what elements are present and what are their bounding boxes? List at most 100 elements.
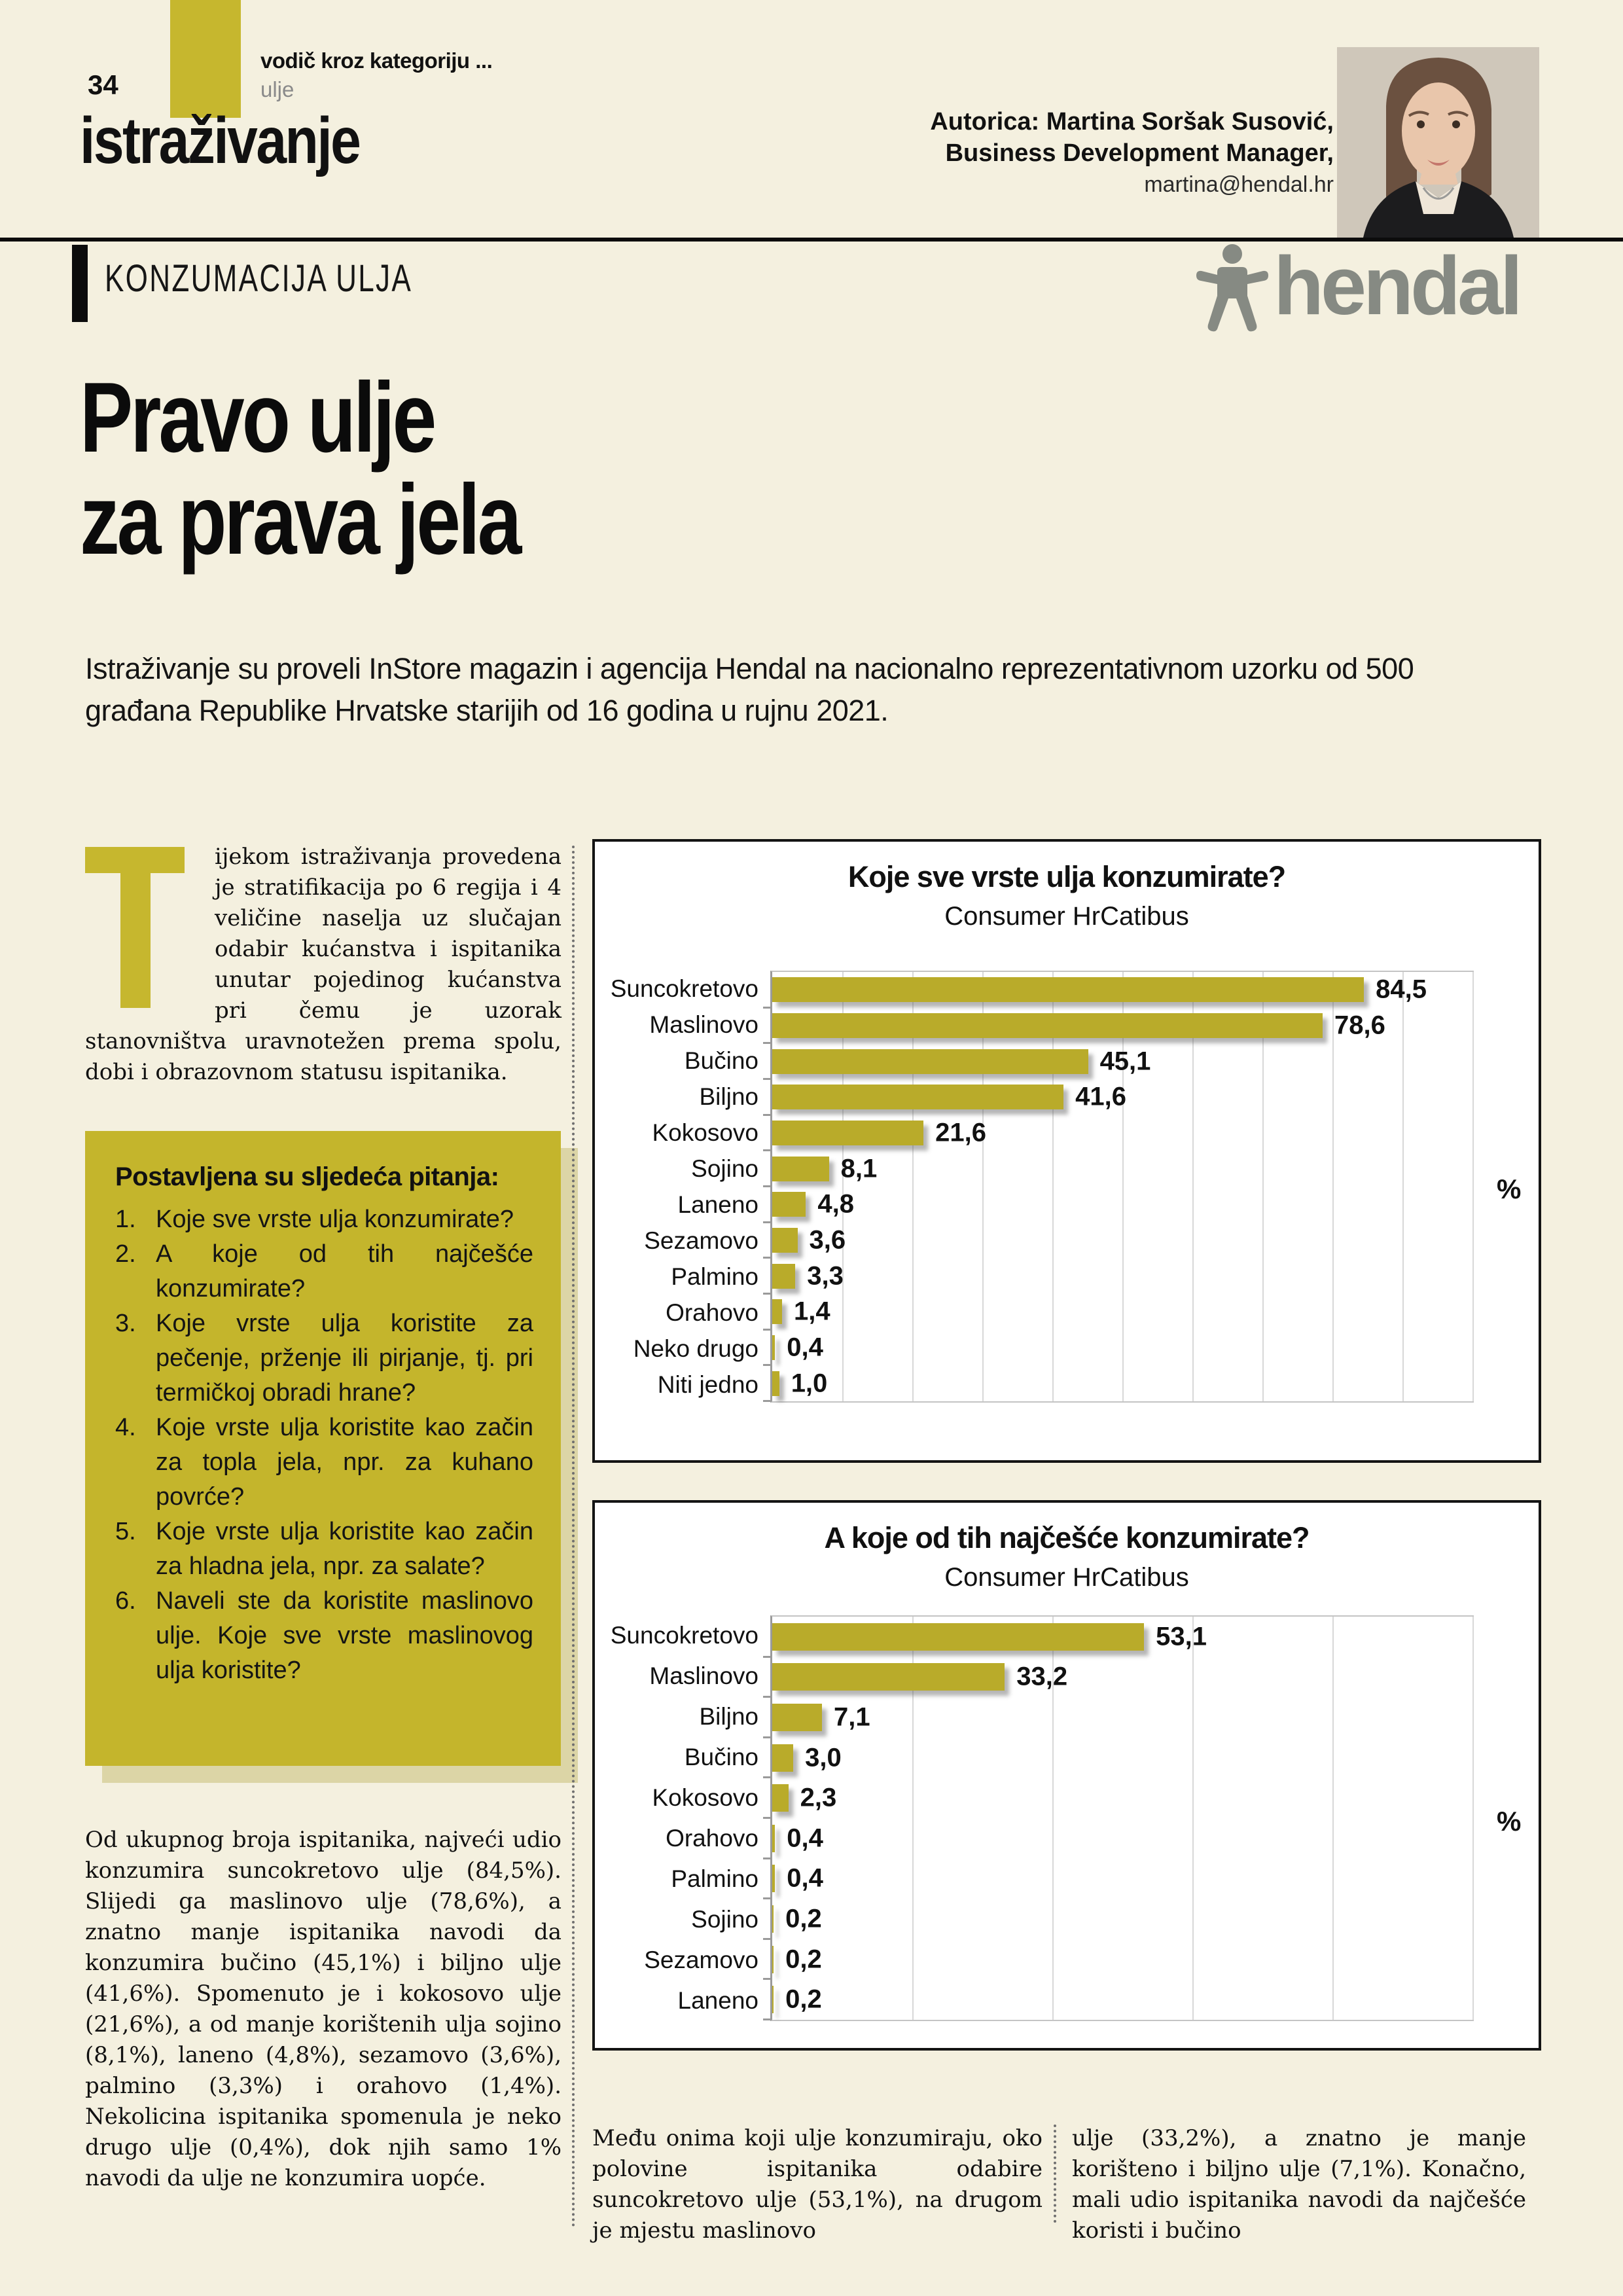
value-label: 45,1 xyxy=(1099,1047,1151,1076)
bar-row: 0,2 xyxy=(763,1899,1472,1940)
category-label: Kokosovo xyxy=(652,1119,759,1146)
bar-row: 4,8 xyxy=(763,1187,1472,1223)
question-number: 2. xyxy=(115,1240,136,1268)
gridline xyxy=(1472,1617,1474,2020)
bar xyxy=(772,1013,1323,1038)
gridline xyxy=(1122,972,1124,1401)
question-item: 2. A koje od tih najčešće konzumirate? xyxy=(115,1237,533,1306)
bottom-paragraph-left: Među onima koji ulje konzumiraju, oko po… xyxy=(592,2125,1043,2244)
question-item: 4. Koje vrste ulja koristite kao začin za… xyxy=(115,1410,533,1515)
category-kicker: vodič kroz kategoriju ... xyxy=(260,48,493,73)
author-block: Autorica: Martina Soršak Susović, Busine… xyxy=(679,106,1334,200)
author-role: Business Development Manager, xyxy=(945,139,1334,167)
gridline xyxy=(982,972,984,1401)
bar-row: 8,1 xyxy=(763,1151,1472,1187)
bar xyxy=(772,1371,779,1396)
bar xyxy=(772,1623,1145,1651)
chart-plot: 53,1 33,2 7,1 3,0 2,3 0,4 0,4 0,2 0,2 0,2 xyxy=(763,1615,1474,2021)
value-label: 0,4 xyxy=(787,1863,823,1893)
column-divider-dotted xyxy=(572,846,575,2228)
value-label: 33,2 xyxy=(1016,1662,1068,1691)
article-title-line2: za prava jela xyxy=(80,464,522,575)
value-label: 3,3 xyxy=(807,1261,844,1291)
bar xyxy=(772,977,1364,1003)
author-photo xyxy=(1337,47,1539,238)
category-label: Neko drugo xyxy=(633,1335,758,1362)
chart-category-labels: Suncokretovo Maslinovo Biljno Bučino Kokosov… xyxy=(595,1615,770,2021)
value-label: 21,6 xyxy=(935,1118,986,1147)
question-number: 1. xyxy=(115,1206,136,1233)
bar-row: 0,4 xyxy=(763,1818,1472,1859)
category-label: Suncokretovo xyxy=(610,1622,758,1649)
category-kicker-sub: ulje xyxy=(260,77,294,101)
question-number: 3. xyxy=(115,1310,136,1337)
chart-title: A koje od tih najčešće konzumirate? xyxy=(824,1521,1310,1554)
category-label: Sojino xyxy=(691,1906,758,1933)
bar-row: 84,5 xyxy=(763,972,1472,1009)
question-item: 3. Koje vrste ulja koristite za pečenje, … xyxy=(115,1306,533,1410)
author-name: Autorica: Martina Soršak Susović, xyxy=(930,108,1334,135)
page-number: 34 xyxy=(88,69,118,100)
gridline xyxy=(912,1617,914,2020)
gridline xyxy=(912,972,914,1401)
header-rule xyxy=(0,238,1623,242)
article-eyebrow: KONZUMACIJA ULJA xyxy=(105,257,413,300)
chart-unit-label: % xyxy=(1497,1174,1522,1205)
section-label: istraživanje xyxy=(80,104,361,177)
value-label: 0,2 xyxy=(785,1945,822,1974)
bar xyxy=(772,1263,796,1289)
header-yellow-block xyxy=(170,0,241,118)
questions-list: 1. Koje sve vrste ulja konzumirate? 2. A ko… xyxy=(115,1202,533,1688)
hendal-logo-text: hendal xyxy=(1274,240,1523,332)
bar-row: 45,1 xyxy=(763,1043,1472,1080)
chart-plot-area-wrap: Suncokretovo Maslinovo Bučino Biljno Kokosov… xyxy=(595,971,1539,1403)
category-label: Laneno xyxy=(677,1191,758,1218)
bar xyxy=(772,1744,794,1772)
bottom-paragraph-right: ulje (33,2%), a znatno je manje korišten… xyxy=(1072,2125,1526,2244)
bar xyxy=(772,1085,1064,1110)
body-paragraph-1-text: ijekom istraživanja provedena je stratif… xyxy=(85,844,562,1085)
bar-row: 0,4 xyxy=(763,1859,1472,1899)
bar xyxy=(772,1156,829,1181)
gridline xyxy=(1332,972,1334,1401)
value-label: 78,6 xyxy=(1334,1011,1385,1040)
bar xyxy=(772,1986,774,2014)
bar xyxy=(772,1703,822,1731)
value-label: 0,2 xyxy=(785,1904,822,1933)
gridline xyxy=(1192,1617,1194,2020)
category-label: Sezamovo xyxy=(644,1946,758,1973)
gridline xyxy=(1052,972,1054,1401)
category-label: Maslinovo xyxy=(649,1011,758,1038)
author-photo-illustration xyxy=(1337,47,1539,238)
chart-subtitle: Consumer HrCatibus xyxy=(944,1563,1189,1592)
gridline xyxy=(1332,1617,1334,2020)
category-label: Palmino xyxy=(671,1865,758,1892)
value-label: 7,1 xyxy=(833,1702,870,1732)
article-lead: Istraživanje su proveli InStore magazin … xyxy=(85,652,1414,727)
bar-row: 0,4 xyxy=(763,1330,1472,1367)
chart-oil-most-often-consumed: A koje od tih najčešće konzumirate? Cons… xyxy=(592,1500,1541,2051)
dropcap-T xyxy=(85,842,208,1013)
question-number: 6. xyxy=(115,1587,136,1615)
bar-row: 1,4 xyxy=(763,1294,1472,1331)
chart-plot: 84,5 78,6 45,1 41,6 21,6 8,1 4,8 3,6 3,3 1,4 0,4 1,… xyxy=(763,971,1474,1403)
bar-row: 78,6 xyxy=(763,1008,1472,1045)
question-number: 4. xyxy=(115,1414,136,1441)
value-label: 53,1 xyxy=(1156,1622,1207,1651)
gridline xyxy=(1192,972,1194,1401)
value-label: 41,6 xyxy=(1075,1082,1126,1111)
bar-row: 0,2 xyxy=(763,1939,1472,1980)
bar-row: 1,0 xyxy=(763,1365,1472,1402)
question-text: Koje vrste ulja koristite kao začin za t… xyxy=(156,1414,533,1511)
question-item: 1. Koje sve vrste ulja konzumirate? xyxy=(115,1202,533,1237)
question-item: 5. Koje vrste ulja koristite kao začin za… xyxy=(115,1515,533,1584)
value-label: 84,5 xyxy=(1376,975,1427,1004)
bar-row: 3,3 xyxy=(763,1258,1472,1295)
bar-row: 7,1 xyxy=(763,1697,1472,1738)
body-paragraph-2: Od ukupnog broja ispitanika, najveći udi… xyxy=(85,1827,562,2191)
bar xyxy=(772,1192,806,1217)
question-text: Koje vrste ulja koristite za pečenje, pr… xyxy=(156,1310,533,1407)
gridline xyxy=(1262,972,1264,1401)
value-label: 3,0 xyxy=(805,1743,842,1772)
category-label: Palmino xyxy=(671,1263,758,1290)
